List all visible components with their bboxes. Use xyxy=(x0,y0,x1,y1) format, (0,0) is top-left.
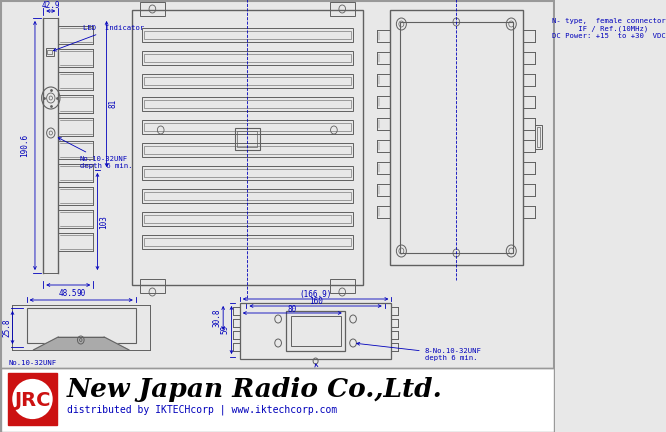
Bar xyxy=(142,97,353,111)
Bar xyxy=(142,166,353,180)
Bar xyxy=(142,51,353,65)
Bar xyxy=(9,373,57,425)
Bar xyxy=(142,120,353,134)
Bar xyxy=(132,10,363,285)
Text: CPR-137G: CPR-137G xyxy=(299,364,336,377)
Bar xyxy=(47,50,53,54)
Bar xyxy=(46,48,54,56)
Text: 59: 59 xyxy=(220,324,229,334)
Bar xyxy=(140,2,165,16)
Text: 48.5: 48.5 xyxy=(59,289,77,298)
Text: distributed by IKTECHcorp | www.iktechcorp.com: distributed by IKTECHcorp | www.iktechco… xyxy=(67,405,337,415)
Bar xyxy=(330,279,355,293)
Text: LED  Indicator: LED Indicator xyxy=(53,25,145,51)
Text: No.10-32UNF
depth 6 min.: No.10-32UNF depth 6 min. xyxy=(58,138,133,169)
Bar xyxy=(142,28,353,42)
Text: depth 6 min.: depth 6 min. xyxy=(9,368,61,374)
Bar xyxy=(144,215,350,223)
Bar xyxy=(330,2,355,16)
Bar xyxy=(142,189,353,203)
Bar xyxy=(535,125,542,149)
Bar xyxy=(144,169,350,177)
Bar xyxy=(1,368,553,432)
Bar xyxy=(144,31,350,39)
Bar xyxy=(537,127,540,147)
Text: 81: 81 xyxy=(109,98,118,108)
Bar xyxy=(142,235,353,249)
Text: 160: 160 xyxy=(308,298,322,306)
Bar xyxy=(142,212,353,226)
Bar xyxy=(142,143,353,157)
Text: (166.9): (166.9) xyxy=(300,289,332,299)
Text: 42.9: 42.9 xyxy=(41,1,60,10)
Ellipse shape xyxy=(13,380,51,418)
Text: New Japan Radio Co.,Ltd.: New Japan Radio Co.,Ltd. xyxy=(67,378,442,403)
Text: 8-No.10-32UNF
depth 6 min.: 8-No.10-32UNF depth 6 min. xyxy=(357,342,482,361)
Text: 90: 90 xyxy=(77,289,86,299)
Text: 80: 80 xyxy=(288,305,297,314)
Text: 103: 103 xyxy=(99,215,108,229)
Bar xyxy=(240,303,392,359)
Text: 25.8: 25.8 xyxy=(2,318,11,337)
Bar xyxy=(144,123,350,131)
Bar xyxy=(140,279,165,293)
Text: 30.8: 30.8 xyxy=(212,309,221,327)
Bar xyxy=(144,192,350,200)
Text: No.10-32UNF: No.10-32UNF xyxy=(9,360,57,366)
Bar xyxy=(286,311,345,351)
Bar xyxy=(144,238,350,246)
Bar xyxy=(142,74,353,88)
Bar xyxy=(400,22,513,253)
Bar xyxy=(144,100,350,108)
Bar xyxy=(235,128,260,150)
Bar xyxy=(27,308,136,343)
Bar xyxy=(237,131,257,147)
Text: N- type,  female connector
      IF / Ref.(10MHz)
DC Power: +15  to +30  VDC: N- type, female connector IF / Ref.(10MH… xyxy=(552,18,666,38)
Bar xyxy=(290,316,340,346)
Bar xyxy=(390,10,523,265)
Bar xyxy=(144,146,350,154)
Text: JRC: JRC xyxy=(14,391,51,410)
Bar xyxy=(144,54,350,62)
Bar xyxy=(144,77,350,85)
Polygon shape xyxy=(33,337,129,350)
Text: 190.6: 190.6 xyxy=(21,134,29,157)
